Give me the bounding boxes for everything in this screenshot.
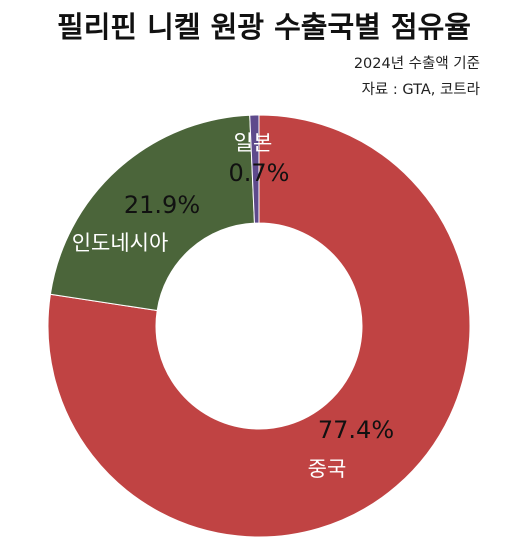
basis-note: 2024년 수출액 기준 — [353, 56, 480, 72]
slice-2 — [49, 114, 255, 312]
slice-name-label: 중국 — [308, 457, 347, 481]
chart-title: 필리핀 니켈 원광 수출국별 점유율 — [57, 10, 471, 44]
donut-labels: 중국 77.4% 인도네시아 21.9% 일본 0.7% — [72, 131, 394, 481]
slice-name-label: 인도네시아 — [72, 231, 169, 255]
slice-3 — [249, 114, 260, 224]
slice-name-label: 일본 — [234, 131, 273, 155]
source-note: 자료 : GTA, 코트라 — [361, 82, 480, 98]
slice-value-label: 0.7% — [229, 159, 290, 187]
slice-1 — [47, 114, 471, 538]
slice-value-label: 77.4% — [318, 416, 394, 444]
donut-slices — [47, 114, 471, 538]
slice-value-label: 21.9% — [124, 191, 200, 219]
